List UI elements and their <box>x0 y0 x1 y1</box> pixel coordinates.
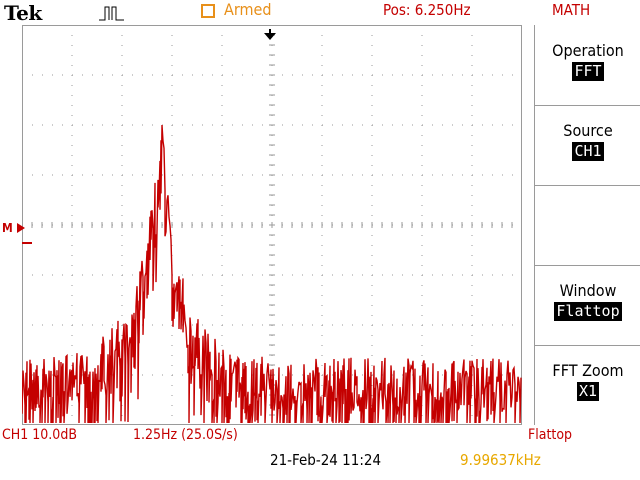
menu-divider <box>535 345 640 346</box>
date-time: 21-Feb-24 11:24 <box>270 451 382 469</box>
menu-window-label: Window <box>559 281 617 300</box>
menu-source[interactable]: Source CH1 <box>535 121 640 161</box>
menu-divider <box>535 265 640 266</box>
pulse-trigger-icon <box>98 2 126 26</box>
acquisition-status: Armed <box>224 0 272 19</box>
menu-source-value: CH1 <box>572 142 604 161</box>
math-reference-marker: M <box>2 217 26 236</box>
fft-trace <box>21 124 522 424</box>
menu-fft-zoom[interactable]: FFT Zoom X1 <box>535 361 640 401</box>
menu-operation[interactable]: Operation FFT <box>535 41 640 81</box>
window-type-readout: Flattop <box>528 427 573 443</box>
armed-square-icon <box>201 4 215 18</box>
menu-divider <box>535 105 640 106</box>
brand-logo: Tek <box>4 1 42 25</box>
frequency-counter: 9.99637kHz <box>460 451 541 469</box>
position-readout: Pos: 6.250Hz <box>383 1 471 19</box>
menu-divider <box>535 185 640 186</box>
menu-window[interactable]: Window Flattop <box>535 281 640 321</box>
waveform-display <box>21 24 523 429</box>
menu-fft-zoom-label: FFT Zoom <box>552 361 624 380</box>
math-ref-label: M <box>2 221 13 235</box>
menu-source-label: Source <box>563 121 613 140</box>
down-arrow-icon <box>263 27 277 46</box>
channel-scale-readout: CH1 10.0dB <box>2 427 77 443</box>
frequency-scale-readout: 1.25Hz (25.0S/s) <box>133 427 238 443</box>
menu-window-value: Flattop <box>554 302 622 321</box>
side-menu: Operation FFT Source CH1 Window Flattop … <box>534 25 640 425</box>
menu-operation-value: FFT <box>572 62 604 81</box>
menu-title: MATH <box>552 1 591 19</box>
menu-operation-label: Operation <box>552 41 624 60</box>
menu-fft-zoom-value: X1 <box>576 382 600 401</box>
